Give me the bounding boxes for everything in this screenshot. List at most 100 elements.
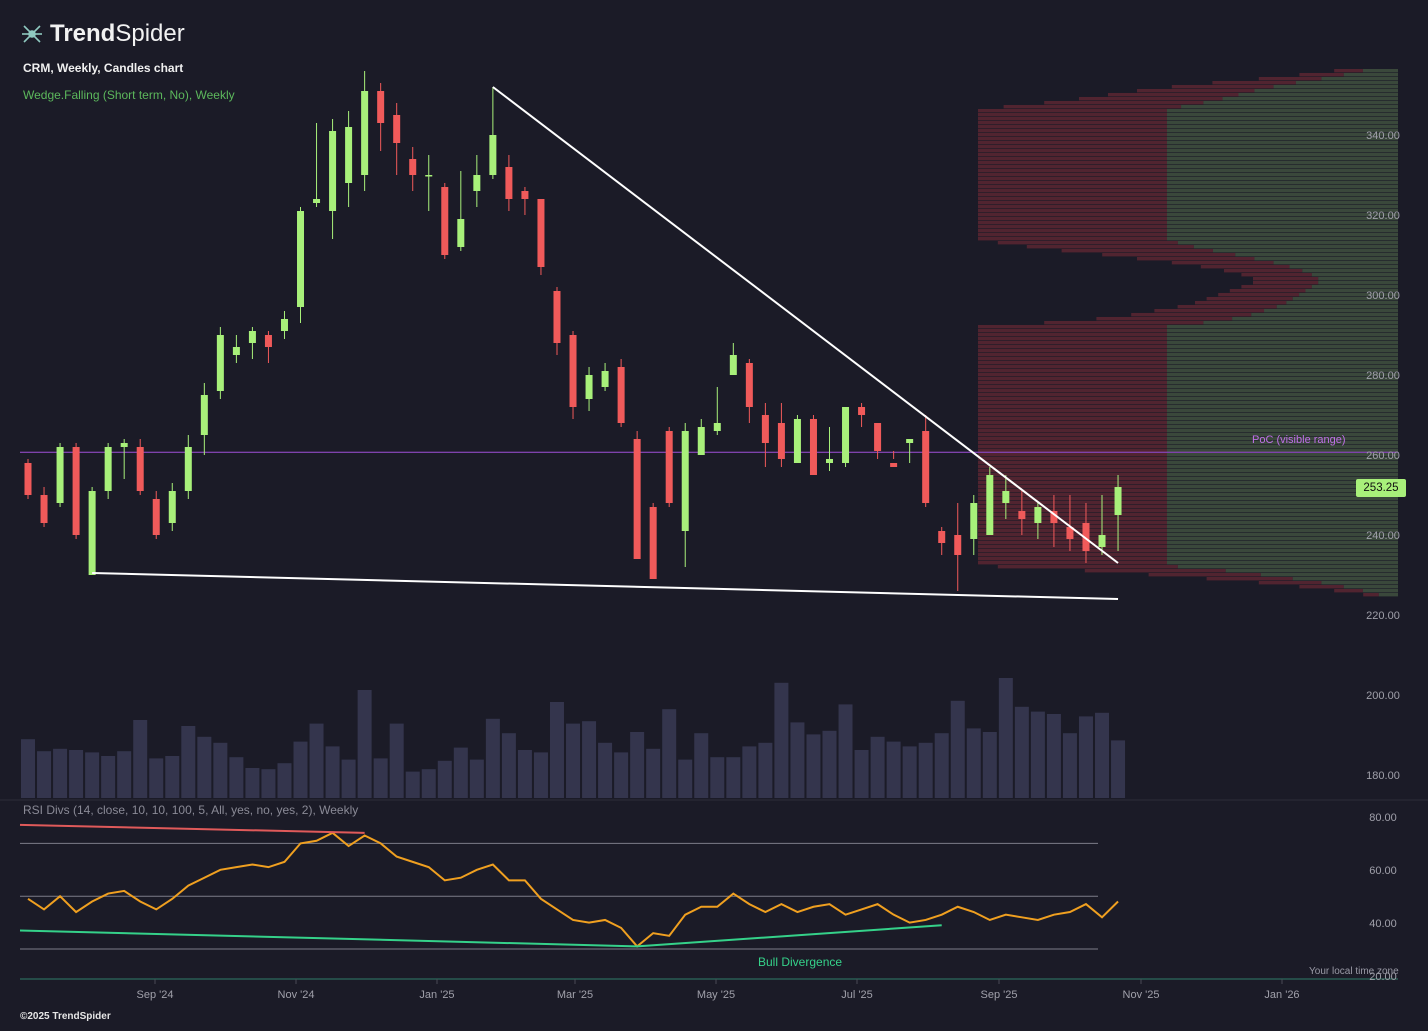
volume-profile-buy-bin	[1273, 85, 1398, 89]
price-tick-label: 200.00	[1366, 690, 1400, 702]
volume-profile-sell-bin	[1363, 593, 1379, 597]
volume-profile-buy-bin	[1167, 221, 1398, 225]
volume-profile-sell-bin	[978, 209, 1167, 213]
last-price-badge: 253.25	[1356, 479, 1406, 497]
candle-down	[649, 507, 657, 579]
volume-profile-sell-bin	[978, 377, 1167, 381]
volume-profile-buy-bin	[1167, 113, 1398, 117]
volume-profile-buy-bin	[1254, 89, 1398, 93]
volume-profile-buy-bin	[1167, 229, 1398, 233]
volume-profile-buy-bin	[1167, 445, 1398, 449]
volume-profile-sell-bin	[1061, 249, 1213, 253]
candle-down	[521, 191, 529, 199]
volume-profile-buy-bin	[1292, 577, 1398, 581]
rsi-line	[27, 831, 1119, 948]
volume-profile-buy-bin	[1167, 125, 1398, 129]
volume-bar	[53, 748, 68, 798]
volume-profile-buy-bin	[1167, 553, 1398, 557]
volume-profile-buy-bin	[1167, 117, 1398, 121]
volume-bar	[85, 752, 100, 798]
candle-up	[826, 459, 833, 463]
volume-profile-buy-bin	[1167, 337, 1398, 341]
volume-profile-buy-bin	[1167, 541, 1398, 545]
volume-profile-buy-bin	[1167, 453, 1398, 457]
volume-profile-buy-bin	[1167, 213, 1398, 217]
volume-bar	[1111, 740, 1126, 798]
volume-profile-sell-bin	[1253, 281, 1319, 285]
volume-profile-buy-bin	[1167, 197, 1398, 201]
volume-profile-sell-bin	[978, 445, 1167, 449]
time-tick-label: Nov '25	[1123, 989, 1160, 1001]
candle-down	[1066, 527, 1074, 539]
volume-profile-sell-bin	[1229, 289, 1306, 293]
volume-profile-buy-bin	[1167, 397, 1398, 401]
candle-up	[585, 375, 593, 399]
volume-profile-sell-bin	[1148, 573, 1261, 577]
volume-profile-sell-bin	[1299, 585, 1344, 589]
volume-profile-buy-bin	[1167, 533, 1398, 537]
volume-profile-sell-bin	[1026, 245, 1194, 249]
price-tick-label: 340.00	[1366, 130, 1400, 142]
volume-bar	[101, 756, 116, 798]
volume-profile-sell-bin	[978, 365, 1167, 369]
indicator-label[interactable]: Wedge.Falling (Short term, No), Weekly	[23, 88, 235, 102]
volume-profile-buy-bin	[1295, 81, 1398, 85]
rsi-indicator-label[interactable]: RSI Divs (14, close, 10, 10, 100, 5, All…	[23, 803, 359, 817]
candle-up	[1034, 507, 1042, 523]
candle-down	[393, 115, 401, 143]
volume-profile-buy-bin	[1167, 361, 1398, 365]
time-tick-label: Jan '25	[419, 989, 454, 1001]
timezone-label[interactable]: Your local time zone	[1309, 966, 1399, 977]
volume-profile-buy-bin	[1167, 421, 1398, 425]
volume-profile-sell-bin	[978, 397, 1167, 401]
volume-bar	[1046, 714, 1061, 798]
volume-profile-buy-bin	[1167, 137, 1398, 141]
volume-profile-buy-bin	[1167, 369, 1398, 373]
price-tick-label: 180.00	[1366, 770, 1400, 782]
volume-profile-sell-bin	[978, 137, 1167, 141]
volume-profile-sell-bin	[1102, 253, 1236, 257]
candle-up	[329, 131, 337, 211]
wedge-line	[92, 572, 1119, 600]
volume-profile-sell-bin	[978, 449, 1167, 453]
candle-up	[361, 91, 369, 175]
volume-profile-sell-bin	[978, 205, 1167, 209]
candle-up	[473, 175, 481, 191]
volume-profile-buy-bin	[1167, 133, 1398, 137]
volume-bar	[437, 760, 452, 798]
volume-profile-buy-bin	[1167, 129, 1398, 133]
volume-profile-buy-bin	[1167, 325, 1398, 329]
volume-profile-sell-bin	[978, 425, 1167, 429]
volume-profile-buy-bin	[1203, 321, 1398, 325]
volume-bar	[950, 700, 965, 798]
volume-profile-buy-bin	[1167, 485, 1398, 489]
volume-profile-sell-bin	[978, 141, 1167, 145]
volume-profile-buy-bin	[1167, 509, 1398, 513]
candle-up	[216, 335, 224, 391]
candle-down	[665, 431, 673, 503]
volume-profile-sell-bin	[978, 133, 1167, 137]
volume-profile-sell-bin	[978, 405, 1167, 409]
volume-bar	[517, 750, 532, 798]
candle-down	[569, 335, 577, 407]
volume-profile-sell-bin	[978, 189, 1167, 193]
bear-divergence-line	[19, 823, 365, 834]
volume-profile-buy-bin	[1167, 477, 1398, 481]
volume-bar	[1095, 712, 1110, 798]
candle-down	[777, 423, 785, 459]
candle-up	[601, 371, 609, 387]
volume-profile-buy-bin	[1167, 365, 1398, 369]
volume-profile-buy-bin	[1167, 529, 1398, 533]
volume-profile-buy-bin	[1212, 249, 1398, 253]
price-tick-label: 220.00	[1366, 610, 1400, 622]
time-tick-label: Nov '24	[278, 989, 315, 1001]
volume-bar	[630, 732, 645, 798]
volume-profile-buy-bin	[1167, 201, 1398, 205]
brand-logo: TrendSpider	[20, 20, 185, 48]
volume-profile-sell-bin	[978, 237, 1167, 241]
volume-profile-buy-bin	[1260, 573, 1398, 577]
candle-up	[697, 427, 705, 455]
volume-profile-buy-bin	[1235, 253, 1398, 257]
